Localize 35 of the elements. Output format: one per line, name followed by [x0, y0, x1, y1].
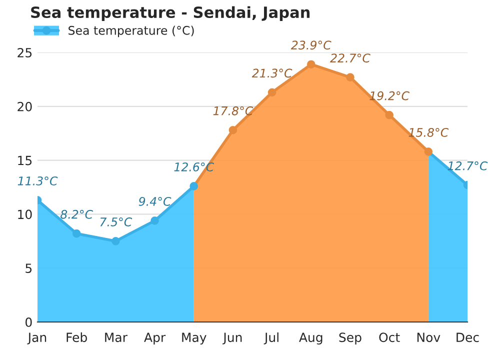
data-label: 23.9°C — [290, 40, 332, 50]
x-tick-label: Jan — [27, 332, 46, 344]
point — [385, 110, 394, 120]
data-label: 15.8°C — [408, 128, 449, 137]
x-tick-label: Feb — [66, 332, 87, 342]
x-tick-label: Jul — [264, 332, 278, 344]
y-tick-label: 20 — [18, 102, 32, 112]
chart-title: Sea temperature - Sendai, Japan — [31, 6, 310, 21]
data-label: 12.7°C — [448, 161, 488, 170]
data-label: 9.4°C — [138, 196, 172, 206]
x-tick-label: Nov — [417, 332, 440, 342]
point — [228, 126, 238, 134]
x-tick-label: Jun — [222, 332, 242, 344]
data-label: 11.3°C — [18, 176, 58, 186]
x-tick-label: Mar — [105, 332, 128, 342]
legend-label: Sea temperature (°C) — [68, 26, 194, 38]
x-tick-label: Aug — [299, 332, 322, 345]
x-tick-label: Sep — [339, 332, 362, 345]
x-tick-label: Oct — [379, 332, 400, 342]
point — [268, 88, 276, 97]
y-tick-label: 5 — [26, 264, 32, 274]
y-tick-label: 10 — [18, 210, 32, 220]
x-tick-label: May — [182, 332, 206, 345]
y-tick-label: 25 — [18, 48, 32, 58]
x-tick-label: Apr — [144, 332, 166, 345]
point — [424, 148, 433, 156]
data-label: 8.2°C — [60, 210, 94, 219]
x-tick-label: Dec — [456, 332, 479, 342]
data-label: 21.3°C — [252, 68, 292, 78]
point — [306, 60, 316, 69]
y-tick-label: 0 — [26, 317, 32, 327]
point — [346, 73, 354, 82]
data-label: 7.5°C — [100, 217, 132, 226]
data-label: 22.7°C — [330, 54, 370, 63]
y-tick-label: 15 — [18, 156, 32, 166]
